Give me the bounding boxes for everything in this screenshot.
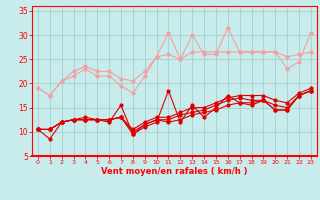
X-axis label: Vent moyen/en rafales ( km/h ): Vent moyen/en rafales ( km/h ): [101, 167, 248, 176]
